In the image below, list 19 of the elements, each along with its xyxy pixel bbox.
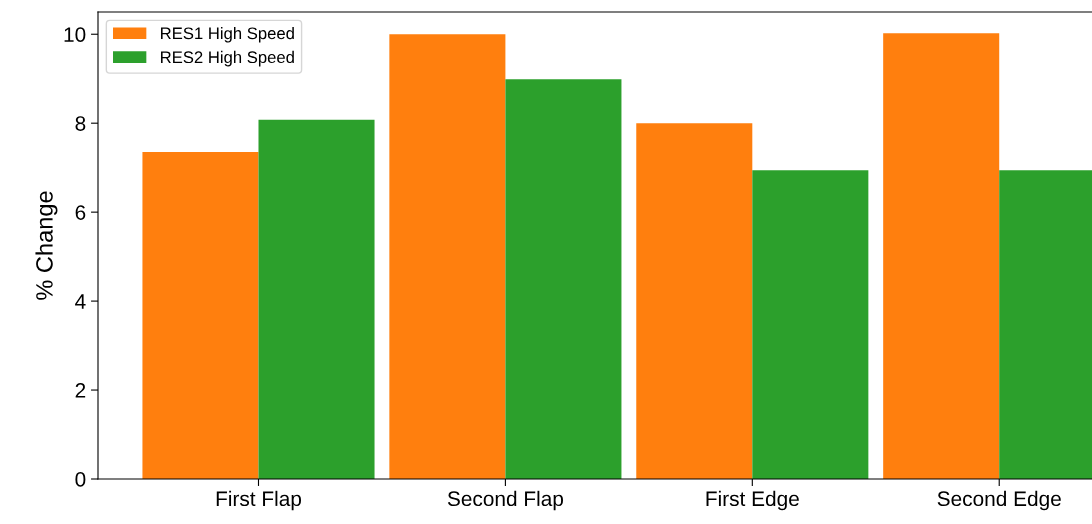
x-tick-label: First Edge <box>706 490 799 511</box>
bar <box>505 79 622 479</box>
y-tick-label: 6 <box>75 205 86 220</box>
bar <box>389 34 506 479</box>
bar <box>258 119 375 479</box>
x-tick-label: Second Edge <box>937 490 1061 511</box>
x-tick-label: First Flap <box>216 490 302 511</box>
y-tick-label: 4 <box>75 294 86 309</box>
y-tick-label: 8 <box>75 116 86 131</box>
bar <box>636 123 753 479</box>
legend-label: RES1 High Speed <box>161 27 294 43</box>
bar <box>752 170 869 479</box>
y-tick-label: 2 <box>75 383 86 398</box>
y-axis-title: % Change <box>35 191 58 300</box>
bar <box>142 152 259 479</box>
y-tick-label: 0 <box>75 472 86 487</box>
legend-label: RES2 High Speed <box>161 50 294 67</box>
x-tick-label: Second Flap <box>447 490 564 511</box>
y-tick-label: 10 <box>64 27 86 42</box>
